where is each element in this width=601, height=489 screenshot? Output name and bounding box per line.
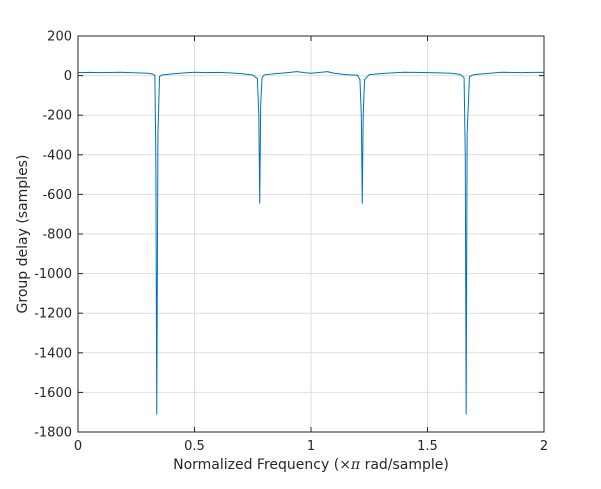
y-tick-label: -800 bbox=[42, 228, 72, 243]
x-tick-label: 1 bbox=[307, 439, 315, 454]
x-tick-label: 0.5 bbox=[184, 439, 205, 454]
y-tick-label: -1800 bbox=[34, 426, 72, 441]
y-tick-label: 0 bbox=[64, 69, 72, 84]
x-axis-label-prefix: Normalized Frequency ( bbox=[173, 457, 339, 473]
y-tick-label: -600 bbox=[42, 188, 72, 203]
x-axis-label-suffix: rad/sample) bbox=[360, 457, 449, 473]
plot-lines bbox=[77, 71, 544, 415]
x-tick-label: 1.5 bbox=[417, 439, 438, 454]
y-tick-label: -1200 bbox=[34, 307, 72, 322]
y-tick-label: -1600 bbox=[34, 386, 72, 401]
tick-marks bbox=[77, 35, 545, 433]
group-delay-series-line bbox=[77, 71, 544, 415]
x-axis-label: Normalized Frequency (×π rad/sample) bbox=[173, 457, 449, 473]
y-tick-label: 200 bbox=[47, 30, 72, 45]
x-tick-label: 2 bbox=[540, 439, 548, 454]
y-tick-label: -200 bbox=[42, 109, 72, 124]
x-tick-label: 0 bbox=[74, 439, 82, 454]
x-tick-labels: 0 0.5 1 1.5 2 bbox=[74, 439, 548, 454]
y-tick-label: -1400 bbox=[34, 346, 72, 361]
x-axis-label-symbol: ×π bbox=[339, 457, 361, 473]
y-axis-label: Group delay (samples) bbox=[15, 155, 31, 314]
y-tick-label: -400 bbox=[42, 148, 72, 163]
y-tick-label: -1000 bbox=[34, 267, 72, 282]
y-tick-labels: -1800 -1600 -1400 -1200 -1000 -800 -600 -400 -20… bbox=[34, 30, 72, 441]
